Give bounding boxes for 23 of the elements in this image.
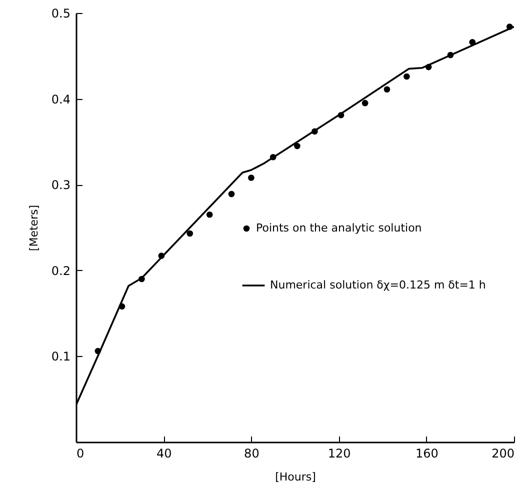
x-tick-label: 200 xyxy=(492,446,514,460)
legend-label: Numerical solution δχ=0.125 m δt=1 h xyxy=(270,278,486,292)
y-tick-label: 0.3 xyxy=(51,178,70,192)
y-tick-label: 0.5 xyxy=(51,6,70,20)
x-tick-label: 120 xyxy=(328,446,351,460)
point xyxy=(384,86,390,93)
point xyxy=(404,73,410,80)
x-tick-label: 40 xyxy=(156,446,172,460)
x-tick-label: 80 xyxy=(244,446,260,460)
point xyxy=(294,142,300,150)
point xyxy=(248,174,254,181)
y-tick-label: 0.2 xyxy=(51,264,70,278)
y-tick-label: 0.1 xyxy=(51,350,70,364)
point xyxy=(228,190,235,198)
y-tick-label: 0.4 xyxy=(51,92,70,106)
point xyxy=(206,211,213,218)
point xyxy=(186,230,194,237)
x-tick-label: 160 xyxy=(415,446,438,460)
legend-label: Points on the analytic solution xyxy=(256,222,422,234)
x-axis-title: [Hours] xyxy=(275,470,316,484)
y-axis-title: [Meters] xyxy=(27,204,40,252)
x-tick-label: 0 xyxy=(76,446,84,460)
point xyxy=(362,100,368,106)
